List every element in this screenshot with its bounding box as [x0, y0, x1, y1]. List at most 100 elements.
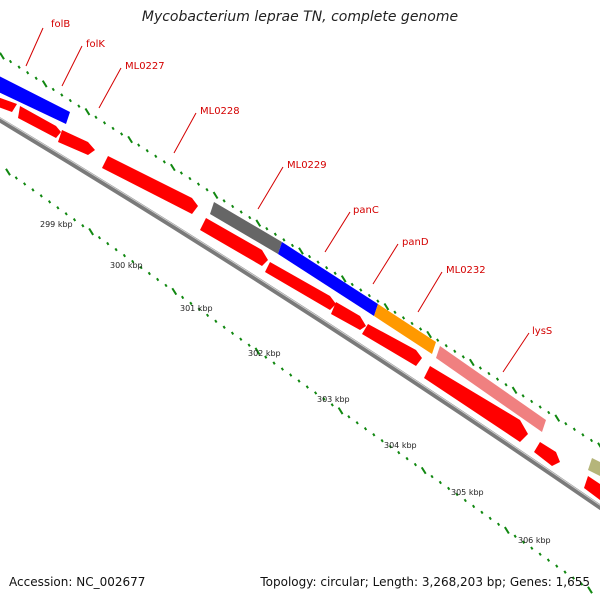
minor-tick — [305, 385, 309, 389]
cds-arrow — [534, 442, 560, 466]
major-tick — [469, 358, 475, 367]
inner-ticks — [5, 168, 593, 594]
kbp-label: 303 kbp — [317, 395, 350, 404]
cds-arrow — [58, 130, 95, 155]
minor-tick — [463, 498, 467, 503]
minor-tick — [355, 421, 359, 425]
cds-arrow — [331, 302, 366, 330]
gene-label-lines — [25, 27, 530, 373]
major-tick — [88, 227, 94, 236]
minor-tick — [280, 367, 284, 371]
minor-tick — [347, 415, 351, 419]
minor-tick — [81, 224, 85, 228]
minor-tick — [72, 218, 77, 222]
minor-tick — [521, 540, 526, 544]
minor-tick — [547, 410, 551, 415]
minor-tick — [181, 295, 185, 300]
accession-text: Accession: NC_002677 — [9, 575, 146, 589]
major-tick — [212, 191, 219, 200]
minor-tick — [410, 321, 414, 326]
minor-tick — [230, 331, 235, 335]
major-tick — [504, 526, 510, 535]
minor-tick — [114, 247, 118, 252]
cds-arrow — [362, 324, 422, 366]
minor-tick — [77, 104, 81, 108]
minor-tick — [31, 188, 35, 192]
cds-arrow — [102, 156, 198, 214]
minor-tick — [68, 98, 72, 103]
kbp-label: 304 kbp — [384, 441, 417, 450]
minor-tick — [179, 171, 183, 175]
cds-arrow — [584, 476, 600, 500]
minor-tick — [496, 522, 501, 527]
minor-tick — [265, 226, 269, 231]
minor-tick — [8, 59, 13, 64]
minor-tick — [23, 182, 27, 186]
minor-tick — [393, 310, 397, 315]
major-tick — [597, 442, 600, 448]
minor-tick — [563, 570, 567, 574]
minor-tick — [401, 316, 406, 320]
minor-tick — [196, 182, 201, 186]
minor-tick — [444, 343, 448, 348]
minor-tick — [14, 176, 18, 180]
feature-panD — [374, 304, 436, 354]
major-tick — [41, 80, 48, 88]
minor-tick — [314, 391, 318, 395]
minor-tick — [17, 65, 21, 69]
gene-labels: folB folK ML0227 ML0228 ML0229 panC panD… — [51, 19, 552, 337]
feature-partial — [588, 458, 600, 476]
minor-tick — [34, 76, 38, 81]
kbp-label: 300 kbp — [110, 261, 143, 270]
minor-tick — [222, 199, 226, 203]
cds-arrow — [0, 97, 17, 112]
minor-tick — [330, 403, 334, 407]
minor-tick — [546, 558, 551, 562]
minor-tick — [376, 299, 380, 303]
minor-tick — [580, 582, 584, 586]
cds-arrow — [265, 262, 336, 310]
gene-label-panD: panD — [402, 237, 429, 248]
minor-tick — [564, 421, 568, 426]
minor-tick — [120, 132, 124, 136]
cds-arrow — [18, 106, 61, 138]
minor-tick — [247, 343, 251, 347]
minor-tick — [538, 552, 542, 556]
minor-tick — [538, 405, 542, 409]
minor-tick — [239, 337, 243, 341]
feature-lysS — [436, 346, 546, 432]
minor-tick — [273, 232, 277, 237]
major-tick — [511, 386, 518, 395]
minor-tick — [513, 534, 517, 538]
gene-label-folB: folB — [51, 19, 70, 30]
minor-tick — [325, 265, 329, 270]
feature-ML0229 — [210, 202, 282, 254]
minor-tick — [139, 265, 143, 270]
kbp-label: 305 kbp — [451, 488, 484, 497]
map-title: Mycobacterium leprae TN, complete genome — [141, 9, 459, 25]
minor-tick — [571, 576, 575, 580]
minor-tick — [214, 319, 218, 324]
minor-tick — [154, 154, 158, 159]
genome-summary: Topology: circular; Length: 3,268,203 bp… — [260, 575, 590, 589]
minor-tick — [189, 301, 193, 306]
minor-tick — [39, 194, 43, 198]
minor-tick — [137, 143, 141, 147]
minor-tick — [478, 366, 482, 370]
minor-tick — [197, 307, 201, 312]
minor-tick — [405, 456, 409, 461]
minor-tick — [60, 93, 64, 97]
minor-tick — [97, 235, 102, 240]
minor-tick — [297, 379, 301, 383]
minor-tick — [131, 259, 135, 264]
kbp-label: 302 kbp — [248, 349, 281, 358]
cds-arrow — [200, 218, 268, 266]
minor-tick — [231, 204, 235, 209]
genome-backbone — [0, 117, 600, 511]
major-tick — [0, 52, 5, 60]
minor-tick — [589, 438, 594, 443]
minor-tick — [51, 87, 55, 92]
minor-tick — [350, 282, 354, 287]
minor-tick — [480, 510, 484, 515]
minor-tick — [521, 394, 525, 398]
